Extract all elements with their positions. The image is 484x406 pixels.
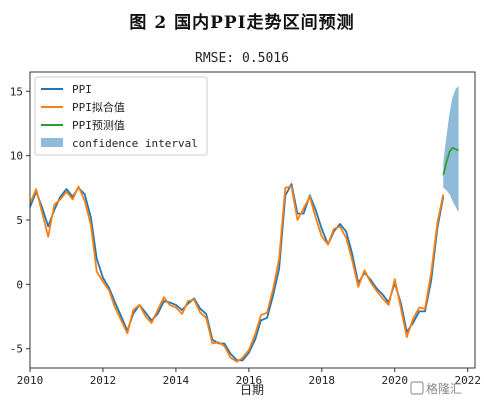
legend-label-ppi-fitted: PPI拟合值	[72, 100, 125, 114]
legend-label-ppi: PPI	[72, 83, 92, 96]
series-line-ppi-fitted	[29, 185, 445, 363]
x-tick-label: 2010	[17, 374, 44, 387]
chart-subtitle: RMSE: 0.5016	[195, 51, 289, 66]
x-axis-label: 日期	[240, 383, 264, 397]
y-tick-label: 5	[16, 214, 23, 227]
series-line-ppi	[29, 183, 445, 362]
x-tick-label: 2012	[90, 374, 117, 387]
legend: PPI PPI拟合值 PPI预测值 confidence interval	[34, 76, 208, 156]
y-tick-label: 0	[16, 278, 23, 291]
watermark: 格隆汇	[410, 381, 462, 396]
x-tick-label: 2020	[382, 374, 409, 387]
y-tick-label: 15	[10, 85, 23, 98]
watermark-text: 格隆汇	[426, 381, 462, 396]
x-tick-label: 2016	[236, 374, 263, 387]
y-tick-label: -5	[10, 343, 23, 356]
figure-title: 图 2 国内PPI走势区间预测	[129, 13, 355, 33]
legend-label-confidence-interval: confidence interval	[72, 137, 198, 150]
x-tick-label: 2014	[163, 374, 190, 387]
series-line-ppi-forecast	[442, 146, 459, 176]
y-tick-label: 10	[10, 150, 23, 163]
watermark-logo-icon	[410, 381, 424, 395]
legend-box	[34, 76, 208, 156]
legend-swatch-confidence-interval	[41, 138, 63, 147]
x-tick-label: 2022	[454, 374, 481, 387]
x-tick-label: 2018	[309, 374, 336, 387]
legend-label-ppi-forecast: PPI预测值	[72, 119, 125, 132]
